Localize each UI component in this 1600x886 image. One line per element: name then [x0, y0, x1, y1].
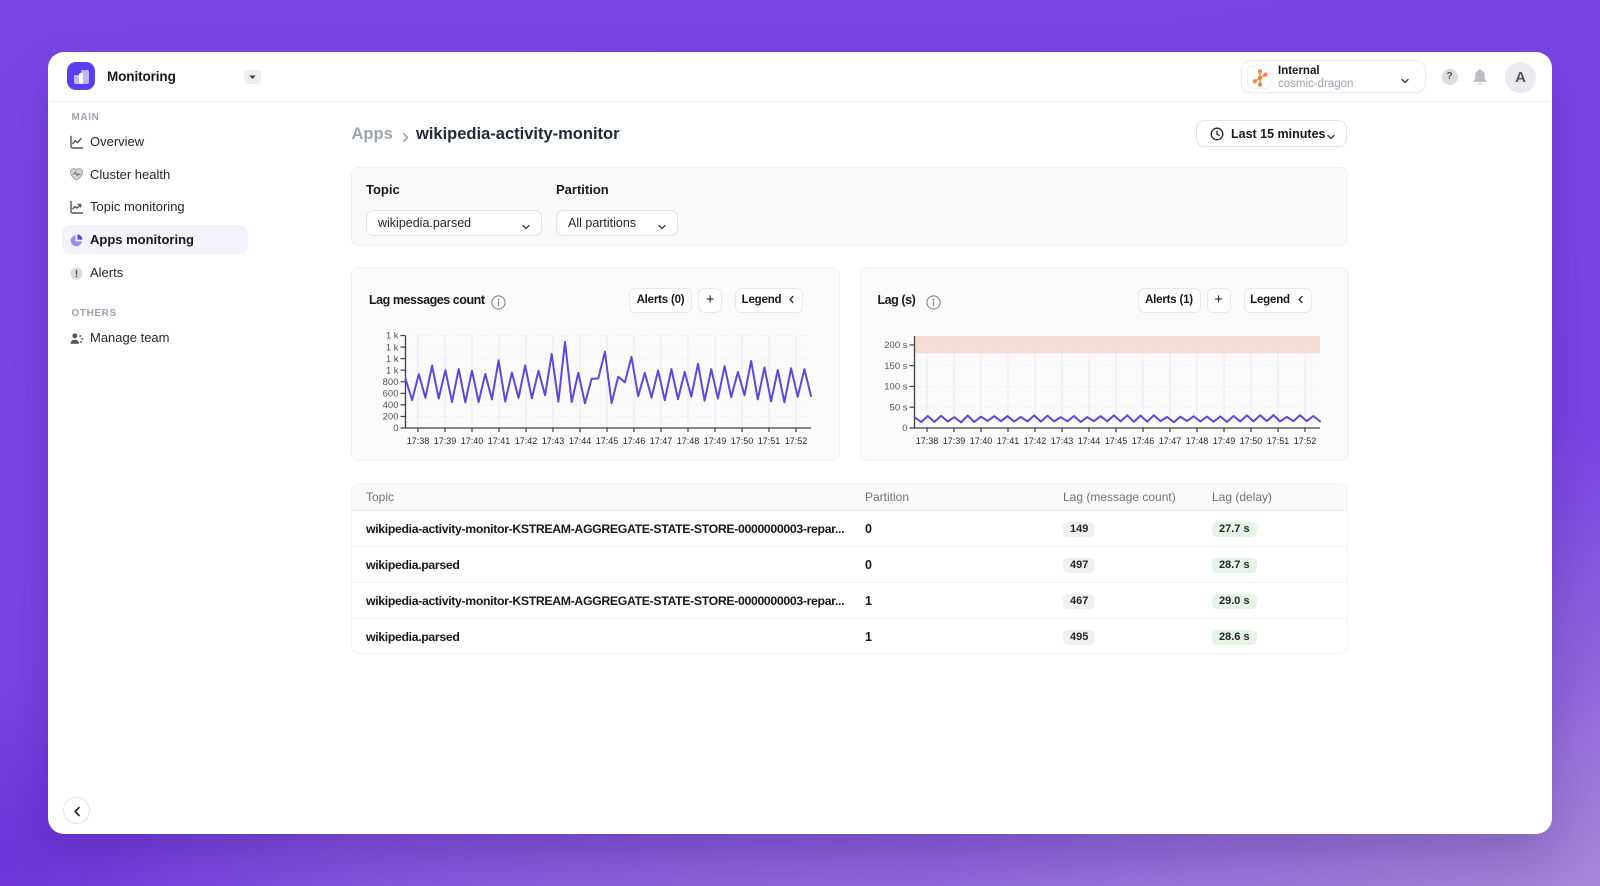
svg-text:17:42: 17:42 [515, 436, 538, 446]
svg-text:1 k: 1 k [386, 331, 399, 342]
svg-text:17:41: 17:41 [996, 436, 1019, 446]
svg-text:17:39: 17:39 [942, 436, 965, 446]
svg-text:17:51: 17:51 [758, 436, 781, 446]
svg-text:17:38: 17:38 [407, 436, 430, 446]
svg-text:17:44: 17:44 [1077, 436, 1100, 446]
svg-text:17:50: 17:50 [731, 436, 754, 446]
svg-text:17:52: 17:52 [785, 436, 808, 446]
svg-text:17:48: 17:48 [677, 436, 700, 446]
svg-text:17:38: 17:38 [915, 436, 938, 446]
svg-text:0: 0 [902, 423, 907, 434]
svg-text:17:45: 17:45 [1104, 436, 1127, 446]
svg-text:17:39: 17:39 [434, 436, 457, 446]
svg-text:17:49: 17:49 [704, 436, 727, 446]
svg-text:17:50: 17:50 [1239, 436, 1262, 446]
svg-text:17:47: 17:47 [1158, 436, 1181, 446]
svg-text:800: 800 [383, 377, 399, 388]
svg-text:200: 200 [383, 412, 399, 423]
svg-text:17:43: 17:43 [1050, 436, 1073, 446]
svg-text:17:48: 17:48 [1185, 436, 1208, 446]
svg-text:17:49: 17:49 [1212, 436, 1235, 446]
svg-text:50 s: 50 s [889, 402, 907, 413]
svg-text:17:46: 17:46 [1131, 436, 1154, 446]
svg-text:17:45: 17:45 [596, 436, 619, 446]
svg-text:400: 400 [383, 400, 399, 411]
svg-text:17:40: 17:40 [969, 436, 992, 446]
svg-text:17:51: 17:51 [1266, 436, 1289, 446]
svg-text:0: 0 [393, 423, 398, 434]
svg-text:17:52: 17:52 [1293, 436, 1316, 446]
svg-text:17:46: 17:46 [623, 436, 646, 446]
svg-text:17:41: 17:41 [488, 436, 511, 446]
svg-text:17:43: 17:43 [542, 436, 565, 446]
svg-text:150 s: 150 s [884, 361, 907, 372]
svg-text:600: 600 [383, 389, 399, 400]
svg-text:1 k: 1 k [386, 342, 399, 353]
svg-text:100 s: 100 s [884, 382, 907, 393]
svg-text:1 k: 1 k [386, 354, 399, 365]
svg-text:17:42: 17:42 [1023, 436, 1046, 446]
svg-text:200 s: 200 s [884, 340, 907, 351]
svg-text:17:40: 17:40 [461, 436, 484, 446]
svg-text:17:47: 17:47 [650, 436, 673, 446]
svg-text:1 k: 1 k [386, 365, 399, 376]
svg-text:17:44: 17:44 [569, 436, 592, 446]
